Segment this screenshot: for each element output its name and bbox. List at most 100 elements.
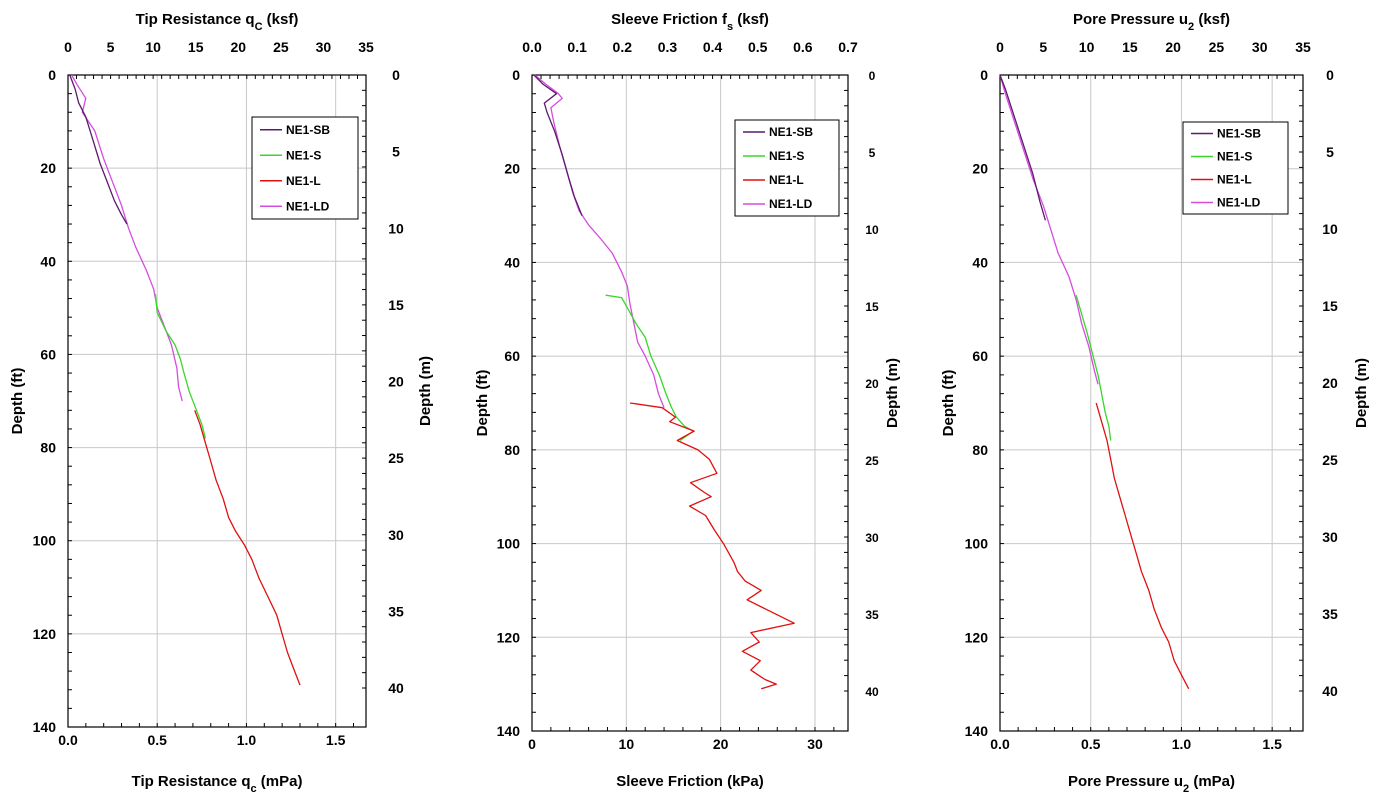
legend-label: NE1-SB bbox=[286, 123, 330, 137]
tick-label-left: 60 bbox=[972, 348, 988, 364]
tick-label-left: 40 bbox=[972, 254, 988, 270]
tick-label-top: 35 bbox=[358, 39, 374, 55]
tick-label-bottom: 10 bbox=[619, 736, 635, 752]
axis-title-top-text: Sleeve Friction f bbox=[611, 11, 728, 28]
chart-sleeve: 0 10 20 30 0.0 0.1 0.2 0.3 0.4 0.5 0.6 0.7 0 20 40 60 80… bbox=[474, 11, 901, 790]
axis-title-top: Pore Pressure u2 (ksf) bbox=[1073, 11, 1230, 33]
axis-title-top-unit: (ksf) bbox=[263, 11, 299, 28]
tick-label-left: 80 bbox=[972, 442, 988, 458]
tick-label-top: 0.0 bbox=[522, 39, 542, 55]
tick-label-left: 0 bbox=[512, 67, 520, 83]
axis-title-top-unit: (ksf) bbox=[1194, 11, 1230, 28]
axis-title-top-subscript: 2 bbox=[1188, 21, 1194, 33]
tick-label-top: 0.5 bbox=[748, 39, 768, 55]
tick-label-bottom: 0.0 bbox=[58, 732, 78, 748]
tick-label-right: 25 bbox=[1322, 452, 1338, 468]
tick-label-right: 0 bbox=[1326, 67, 1334, 83]
axis-title-left: Depth (ft) bbox=[9, 368, 26, 435]
tick-label-right: 20 bbox=[865, 377, 879, 391]
series-line-ne1-sb bbox=[69, 74, 128, 225]
tick-label-right: 25 bbox=[388, 450, 404, 466]
axis-title-top-text: Pore Pressure u bbox=[1073, 11, 1188, 28]
tick-label-left: 140 bbox=[965, 723, 989, 739]
tick-label-top: 0.2 bbox=[613, 39, 633, 55]
axis-title-top-subscript: s bbox=[727, 21, 733, 33]
legend-label: NE1-LD bbox=[286, 199, 330, 213]
tick-label-top: 25 bbox=[1209, 39, 1225, 55]
axis-title-top: Tip Resistance qC (ksf) bbox=[136, 11, 299, 33]
tick-label-right: 10 bbox=[388, 220, 404, 236]
tick-label-right: 10 bbox=[1322, 221, 1338, 237]
tick-label-right: 5 bbox=[869, 146, 876, 160]
tick-label-top: 10 bbox=[145, 39, 161, 55]
axis-title-bottom-unit: (mPa) bbox=[257, 773, 303, 790]
tick-label-right: 40 bbox=[1322, 683, 1338, 699]
axis-title-right: Depth (m) bbox=[417, 356, 434, 426]
legend-label: NE1-S bbox=[769, 149, 804, 163]
tick-label-right: 20 bbox=[388, 374, 404, 390]
axis-title-top-unit: (ksf) bbox=[733, 11, 769, 28]
legend-box bbox=[251, 116, 359, 220]
axis-title-bottom: Sleeve Friction (kPa) bbox=[616, 773, 764, 790]
legend-label: NE1-LD bbox=[1217, 196, 1261, 210]
series-line-ne1-ld bbox=[999, 74, 1099, 385]
tick-label-bottom: 0 bbox=[528, 736, 536, 752]
tick-label-bottom: 0.5 bbox=[1081, 736, 1101, 752]
legend: NE1-SB NE1-S NE1-L NE1-LD bbox=[251, 116, 359, 220]
tick-label-top: 10 bbox=[1079, 39, 1095, 55]
legend-label: NE1-L bbox=[286, 174, 321, 188]
tick-label-right: 40 bbox=[865, 685, 879, 699]
tick-label-bottom: 1.0 bbox=[237, 732, 257, 748]
series-line-ne1-l bbox=[630, 402, 795, 690]
axis-title-bottom-text: Tip Resistance q bbox=[132, 773, 251, 790]
tick-label-top: 5 bbox=[1039, 39, 1047, 55]
axis-title-bottom-text: Pore Pressure u bbox=[1068, 773, 1183, 790]
tick-label-left: 20 bbox=[972, 161, 988, 177]
legend: NE1-SB NE1-S NE1-L NE1-LD bbox=[734, 119, 840, 217]
axis-title-top: Sleeve Friction fs (ksf) bbox=[611, 11, 769, 33]
series-line-ne1-s bbox=[154, 293, 207, 439]
tick-label-right: 30 bbox=[865, 531, 879, 545]
tick-label-left: 40 bbox=[504, 254, 520, 270]
tick-label-left: 20 bbox=[40, 160, 56, 176]
tick-label-left: 60 bbox=[40, 346, 56, 362]
tick-label-left: 40 bbox=[40, 253, 56, 269]
tick-label-right: 5 bbox=[1326, 144, 1334, 160]
axis-title-left: Depth (ft) bbox=[474, 370, 491, 437]
series-line-ne1-ld bbox=[534, 74, 665, 408]
tick-label-top: 15 bbox=[1122, 39, 1138, 55]
series-line-ne1-sb bbox=[999, 74, 1047, 221]
tick-label-top: 20 bbox=[230, 39, 246, 55]
axis-title-left: Depth (ft) bbox=[940, 370, 957, 437]
tick-label-right: 30 bbox=[388, 527, 404, 543]
tick-label-top: 30 bbox=[316, 39, 332, 55]
tick-label-right: 0 bbox=[392, 67, 400, 83]
axis-title-right: Depth (m) bbox=[1353, 358, 1370, 428]
tick-label-right: 40 bbox=[388, 680, 404, 696]
tick-label-left: 140 bbox=[33, 719, 57, 735]
tick-label-top: 30 bbox=[1252, 39, 1268, 55]
axis-title-bottom-unit: (mPa) bbox=[1189, 773, 1235, 790]
axis-title-right: Depth (m) bbox=[884, 358, 901, 428]
tick-label-left: 120 bbox=[965, 629, 989, 645]
tick-label-top: 35 bbox=[1295, 39, 1311, 55]
legend-label: NE1-LD bbox=[769, 197, 813, 211]
tick-label-left: 100 bbox=[497, 536, 521, 552]
legend-label: NE1-L bbox=[769, 173, 804, 187]
tick-label-right: 15 bbox=[1322, 298, 1338, 314]
tick-label-bottom: 0.0 bbox=[990, 736, 1010, 752]
tick-label-top: 0 bbox=[996, 39, 1004, 55]
legend-label: NE1-S bbox=[286, 148, 321, 162]
tick-label-top: 20 bbox=[1165, 39, 1181, 55]
tick-label-right: 5 bbox=[392, 144, 400, 160]
series-line-ne1-sb bbox=[533, 74, 583, 216]
legend-label: NE1-SB bbox=[1217, 127, 1261, 141]
tick-label-bottom: 20 bbox=[713, 736, 729, 752]
tick-label-top: 0 bbox=[64, 39, 72, 55]
chart-pore: 0.0 0.5 1.0 1.50 5 10 15 20 25 30 3502040608010012… bbox=[940, 11, 1370, 793]
legend-label: NE1-S bbox=[1217, 150, 1252, 164]
chart-tip: 0.0 0.5 1.0 1.50 5 10 15 20 25 30 3502040608010012… bbox=[9, 11, 434, 793]
tick-label-bottom: 0.5 bbox=[147, 732, 167, 748]
tick-label-right: 30 bbox=[1322, 529, 1338, 545]
